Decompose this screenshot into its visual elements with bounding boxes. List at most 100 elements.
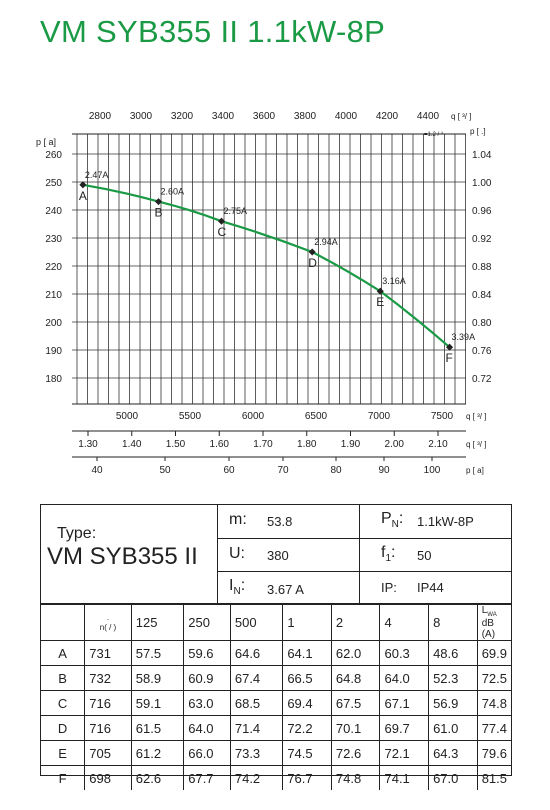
band-value-cell: 56.9 <box>428 690 478 716</box>
fan-performance-chart: p [ a] 180 190 200 210 220 230 240 250 260 p [ .] =… <box>36 111 492 476</box>
type-label: Type: <box>57 525 97 542</box>
voltage-value: 380 <box>267 548 289 563</box>
mass-label: m: <box>229 511 247 528</box>
band-value-cell: 74.8 <box>330 765 381 790</box>
band-value-cell: 58.9 <box>130 665 185 691</box>
left-tick-label: 190 <box>45 346 62 357</box>
lwa-unit: dB (A) <box>481 618 496 640</box>
current-label: IN: <box>229 577 245 597</box>
band-value-cell: 67.0 <box>428 765 478 790</box>
power-subscript: N <box>391 519 399 531</box>
top-tick-label: 4000 <box>335 111 358 122</box>
left-axis-label: p [ a] <box>36 137 56 147</box>
bottom-axis-3-label: p [ a] <box>466 466 484 475</box>
band-value-cell: 74.1 <box>379 765 430 790</box>
frequency-symbol: f <box>381 544 386 561</box>
operating-point-marker <box>79 181 87 189</box>
motor-info-table: Type: VM SYB355 II m: 53.8 U: 380 IN: 3.… <box>40 504 512 604</box>
lwa-subscript: WA <box>487 612 497 618</box>
speed-header-bottom: n( / ) <box>99 622 117 632</box>
bottom-tick-label: 7500 <box>431 411 454 422</box>
right-tick-label: 0.80 <box>472 318 492 329</box>
power-colon: : <box>398 510 404 527</box>
band-header: 500 <box>229 605 284 641</box>
bottom-axis-2-tick-label: 1.50 <box>166 439 186 450</box>
right-tick-label: 0.92 <box>472 234 492 245</box>
mass-value: 53.8 <box>267 514 293 529</box>
bottom-tick-label: 7000 <box>368 411 391 422</box>
band-value-cell: 66.0 <box>183 740 231 766</box>
frequency-label: f1: <box>381 544 395 564</box>
band-value-cell: 64.0 <box>183 715 231 741</box>
left-tick-label: 230 <box>45 234 62 245</box>
bottom-axis-2-label: q [ ³/ ] <box>466 440 486 449</box>
right-tick-label: 1.00 <box>472 178 492 189</box>
bottom-axis-2-tick-label: 1.60 <box>210 439 230 450</box>
bottom-axis-2-tick-label: 2.10 <box>428 439 448 450</box>
band-value-cell: 62.0 <box>330 640 381 666</box>
point-letter: C <box>218 225 227 239</box>
right-tick-label: 0.72 <box>472 374 492 385</box>
bottom-axis-3-tick-label: 100 <box>424 465 441 476</box>
point-letter: F <box>446 351 453 365</box>
frequency-value: 50 <box>417 548 432 563</box>
bottom-axis-2-tick-label: 1.40 <box>122 439 142 450</box>
band-header: 4 <box>379 605 430 641</box>
bottom-axis-2-tick-label: 2.00 <box>385 439 405 450</box>
band-value-cell: 67.5 <box>330 690 381 716</box>
speed-header-top: . <box>106 612 110 622</box>
table-corner-blank <box>41 605 86 641</box>
band-value-cell: 74.2 <box>229 765 284 790</box>
power-label: PN: <box>381 510 403 530</box>
band-value-cell: 74.5 <box>282 740 332 766</box>
lwa-value-cell: 77.4 <box>476 715 511 741</box>
bottom-axis-3-tick-label: 60 <box>223 465 235 476</box>
row-label: C <box>41 690 86 716</box>
table-header-row: . n( / ) 125 250 500 1 2 4 8 LWA dB (A) <box>41 605 511 641</box>
band-value-cell: 72.6 <box>330 740 381 766</box>
bottom-axis-2-tick-label: 1.80 <box>297 439 317 450</box>
band-value-cell: 57.5 <box>130 640 185 666</box>
current-value: 3.67 A <box>267 582 304 597</box>
ip-label: IP: <box>381 580 397 595</box>
lwa-value-cell: 69.9 <box>476 640 511 666</box>
current-label: 2.94A <box>314 237 338 247</box>
band-value-cell: 69.4 <box>282 690 332 716</box>
row-label: E <box>41 740 86 766</box>
band-value-cell: 60.3 <box>379 640 430 666</box>
right-tick-label: 0.96 <box>472 206 492 217</box>
band-value-cell: 61.5 <box>130 715 185 741</box>
table-row: D 716 61.5 64.0 71.4 72.2 70.1 69.7 61.0 77.4 <box>41 715 511 741</box>
current-label: 3.39A <box>452 332 476 342</box>
point-letter: E <box>376 295 384 309</box>
bottom-axis-1-label: q [ ³/ ] <box>466 412 486 421</box>
current-subscript: N <box>233 586 241 598</box>
left-tick-label: 250 <box>45 178 62 189</box>
band-value-cell: 67.7 <box>183 765 231 790</box>
power-value: 1.1kW-8P <box>417 514 474 529</box>
operating-point-marker <box>376 287 384 295</box>
top-tick-label: 3600 <box>253 111 276 122</box>
band-value-cell: 61.2 <box>130 740 185 766</box>
voltage-label: U: <box>229 545 245 562</box>
bottom-axis-2-tick-label: 1.90 <box>341 439 361 450</box>
performance-curve <box>82 183 451 349</box>
frequency-colon: : <box>391 544 396 561</box>
top-tick-label: 3000 <box>130 111 153 122</box>
band-value-cell: 64.3 <box>428 740 478 766</box>
ip-value: IP44 <box>417 580 444 595</box>
band-value-cell: 63.0 <box>183 690 231 716</box>
frequency-subscript: 1 <box>385 553 392 565</box>
lwa-symbol: L <box>481 605 488 616</box>
current-label: 2.60A <box>161 187 185 197</box>
band-value-cell: 69.7 <box>379 715 430 741</box>
sound-power-table: . n( / ) 125 250 500 1 2 4 8 LWA dB (A) … <box>40 604 512 790</box>
top-tick-label: 3200 <box>171 111 194 122</box>
lwa-value-cell: 79.6 <box>476 740 511 766</box>
lwa-value-cell: 74.8 <box>476 690 511 716</box>
operating-point-marker <box>308 248 316 256</box>
power-symbol: P <box>381 510 392 527</box>
band-value-cell: 64.0 <box>379 665 430 691</box>
right-tick-label: 1.04 <box>472 150 492 161</box>
density-note: =1.2 / ³ <box>424 132 443 138</box>
